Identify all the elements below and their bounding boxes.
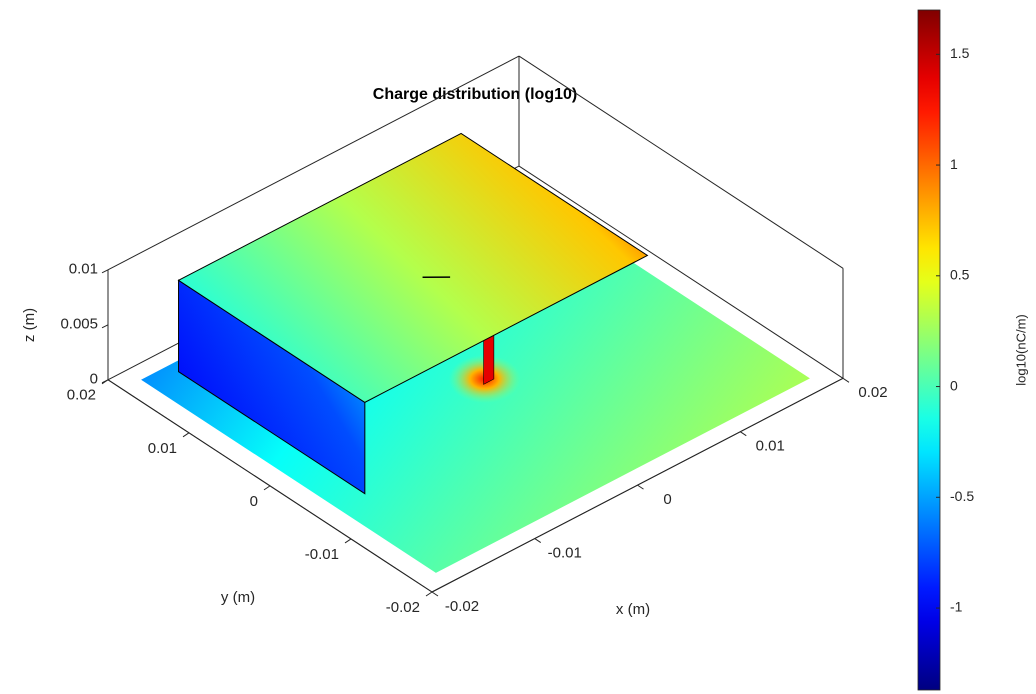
y-tick-label: 0.02 [67,387,96,404]
colorbar-tick-label: 0 [950,377,958,393]
colorbar-tick-label: 1 [950,156,958,172]
axis-box-edge [518,165,844,379]
x-tick-label: -0.02 [445,598,479,615]
x-tick [739,431,747,437]
z-tick [101,324,109,329]
x-tick-label: 0 [663,491,671,508]
z-tick [101,379,109,384]
y-axis-label: y (m) [221,589,255,606]
colorbar-tick-label: -0.5 [950,488,974,504]
y-tick-label: -0.02 [386,599,420,616]
colorbar-tick-label: 0.5 [950,267,970,283]
colorbar [917,9,941,691]
axis-box-edge [518,55,844,269]
chart-title: Charge distribution (log10) [373,86,577,103]
colorbar-tick-label: 1.5 [950,45,970,61]
y-tick [425,591,433,597]
y-tick [344,538,352,544]
y-tick-label: -0.01 [305,546,339,563]
x-tick-label: 0.02 [858,384,887,401]
colorbar-tick-label: -1 [950,599,963,615]
y-tick [182,432,190,438]
y-tick [263,485,271,491]
y-tick-label: 0 [250,493,258,510]
x-tick [637,484,644,490]
y-tick-label: 0.01 [148,440,177,457]
x-tick [842,377,850,383]
x-tick [431,591,439,597]
colorbar-label: log10(nC/m) [1013,314,1028,386]
z-tick [101,269,109,274]
z-axis-label: z (m) [21,308,38,342]
z-tick-label: 0.01 [69,261,98,278]
x-tick-label: 0.01 [756,438,785,455]
x-tick-label: -0.01 [548,545,582,562]
z-tick-label: 0 [90,371,98,388]
x-axis-label: x (m) [616,601,650,618]
x-tick [534,538,542,543]
axis-box-edge [107,55,520,271]
z-tick-label: 0.005 [60,316,98,333]
top-patch [177,132,649,403]
